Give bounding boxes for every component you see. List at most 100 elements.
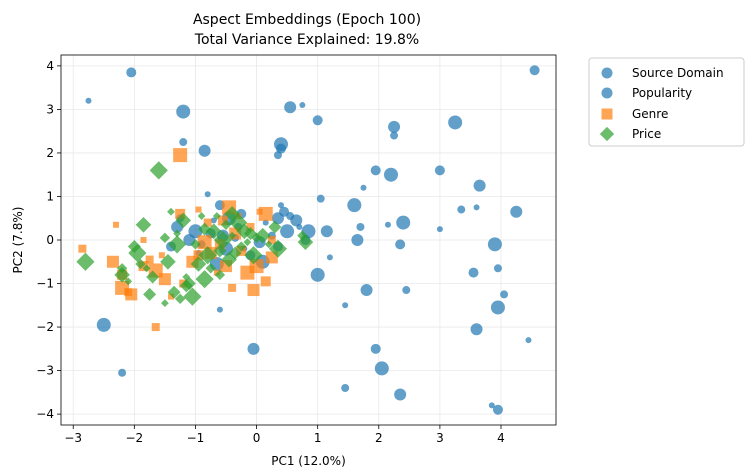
point-genre (217, 215, 228, 226)
point-genre (193, 250, 204, 261)
y-tick-label: 4 (46, 59, 54, 73)
point-price (190, 256, 207, 272)
point-source-domain (384, 221, 391, 228)
point-price (179, 279, 193, 293)
point-source-domain (118, 368, 127, 377)
point-source-domain (320, 225, 333, 238)
point-genre (145, 255, 154, 264)
point-source-domain (280, 224, 295, 239)
y-tick-label: −3 (36, 364, 54, 378)
legend-marker-genre (601, 108, 613, 120)
point-price (264, 240, 273, 249)
point-source-domain (347, 198, 362, 213)
point-source-domain (510, 205, 523, 218)
point-price (297, 234, 314, 250)
x-tick-label: −1 (187, 431, 205, 445)
point-source-domain (390, 131, 399, 140)
point-source-domain (473, 204, 480, 211)
legend-label-popularity: Popularity (632, 86, 692, 100)
x-tick-label: −2 (125, 431, 143, 445)
point-price (190, 239, 201, 250)
legend: Source Domain Popularity Genre Price (588, 57, 745, 147)
point-price (114, 267, 130, 283)
point-price (224, 206, 240, 222)
point-genre (247, 284, 260, 297)
point-source-domain (290, 214, 303, 227)
point-price (76, 252, 95, 271)
y-tick-label: 3 (46, 102, 54, 116)
point-source-domain (351, 234, 364, 246)
legend-marker-source-domain (601, 67, 613, 79)
point-source-domain (457, 205, 466, 214)
point-genre (203, 218, 212, 227)
y-tick-label: −4 (36, 407, 54, 421)
point-price (236, 223, 253, 240)
point-source-domain (525, 337, 532, 344)
y-tick-label: 0 (46, 233, 54, 247)
point-source-domain (204, 191, 211, 198)
point-price (243, 226, 257, 240)
point-source-domain (279, 206, 290, 217)
point-price (213, 230, 233, 250)
point-price (214, 269, 226, 281)
x-tick-label: 4 (497, 431, 505, 445)
y-tick-label: −1 (36, 277, 54, 291)
point-source-domain (326, 254, 333, 261)
point-price (124, 277, 133, 286)
point-source-domain (374, 361, 389, 376)
point-price (195, 270, 214, 289)
x-tick-label: −3 (64, 431, 82, 445)
point-genre (138, 261, 149, 272)
point-price (142, 264, 151, 273)
point-price (268, 239, 288, 258)
point-source-domain (402, 286, 411, 295)
x-tick-label: 0 (253, 431, 261, 445)
point-source-domain (396, 215, 411, 230)
point-price (205, 263, 216, 274)
point-price (135, 258, 146, 270)
point-genre (140, 237, 147, 243)
legend-marker-price (599, 126, 615, 142)
point-popularity (262, 219, 269, 226)
point-price (228, 246, 242, 260)
point-genre (258, 206, 273, 221)
point-price (174, 293, 186, 304)
point-source-domain (493, 264, 502, 273)
point-source-domain (341, 384, 350, 392)
point-price (135, 216, 152, 233)
point-genre (173, 148, 188, 163)
legend-frame (588, 57, 745, 147)
y-tick-label: −2 (36, 320, 54, 334)
point-genre (260, 276, 271, 287)
point-genre (197, 235, 212, 250)
plot-points (76, 65, 540, 415)
point-price (160, 299, 169, 308)
point-price (205, 223, 222, 240)
legend-label-genre: Genre (632, 107, 668, 121)
x-axis-label: PC1 (12.0%) (271, 454, 346, 468)
point-source-domain (487, 237, 502, 252)
point-source-domain (395, 239, 406, 250)
point-price (159, 232, 171, 244)
point-source-domain (299, 102, 306, 109)
point-genre (213, 269, 220, 276)
point-price (221, 251, 237, 268)
point-source-domain (500, 290, 509, 299)
point-price (212, 212, 221, 220)
point-genre (113, 221, 119, 228)
point-source-domain (490, 300, 505, 315)
legend-marker-popularity (601, 87, 613, 99)
point-source-domain (273, 151, 282, 160)
point-price (268, 220, 282, 234)
point-price (143, 287, 157, 301)
point-source-domain (210, 217, 217, 224)
point-source-domain (360, 184, 367, 191)
point-genre (151, 323, 160, 332)
point-source-domain (388, 120, 401, 133)
point-source-domain (434, 165, 445, 176)
point-source-domain (126, 67, 137, 78)
point-source-domain (384, 167, 398, 182)
point-source-domain (473, 179, 486, 192)
chart-title: Aspect Embeddings (Epoch 100) (193, 12, 421, 28)
